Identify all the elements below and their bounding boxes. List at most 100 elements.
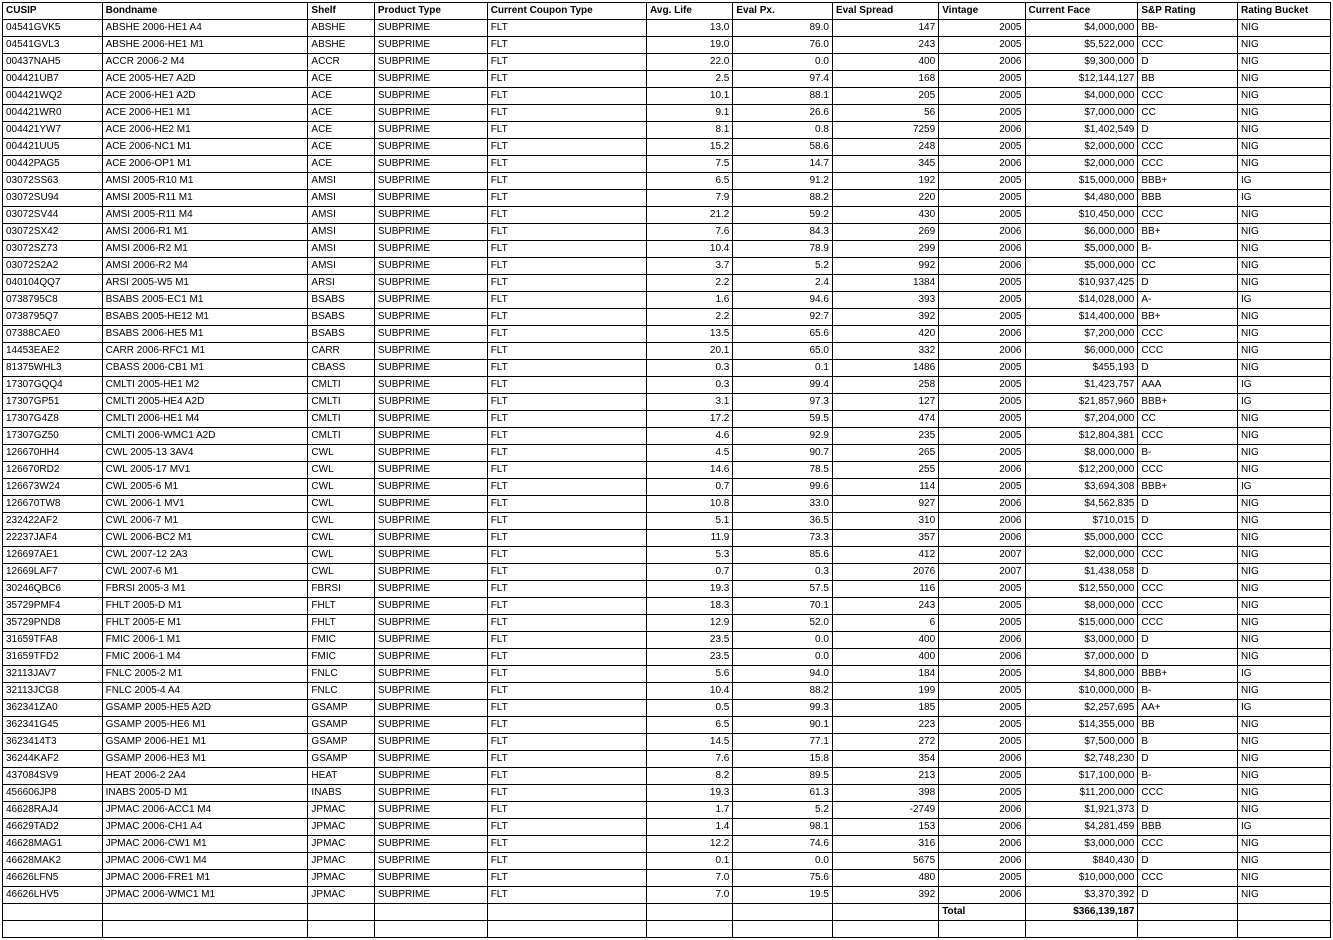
table-row: 81375WHL3CBASS 2006-CB1 M1CBASSSUBPRIMEF…	[3, 360, 1331, 377]
cell-eval_px: 0.1	[733, 360, 833, 377]
cell-current_face: $455,193	[1025, 360, 1138, 377]
cell-avg_life: 2.5	[647, 71, 733, 88]
cell-avg_life: 13.5	[647, 326, 733, 343]
cell-avg_life: 12.2	[647, 836, 733, 853]
cell-rating_bucket: NIG	[1237, 445, 1330, 462]
cell-shelf: FMIC	[308, 649, 374, 666]
cell-vintage: 2006	[939, 530, 1025, 547]
table-row: 03072SZ73AMSI 2006-R2 M1AMSISUBPRIMEFLT1…	[3, 241, 1331, 258]
cell-shelf: CBASS	[308, 360, 374, 377]
cell-eval_spread: 1384	[832, 275, 938, 292]
cell-vintage: 2006	[939, 751, 1025, 768]
cell-eval_spread: 310	[832, 513, 938, 530]
cell-shelf: GSAMP	[308, 717, 374, 734]
cell-rating_bucket: NIG	[1237, 360, 1330, 377]
cell-cusip: 126697AE1	[3, 547, 103, 564]
cell-eval_px: 91.2	[733, 173, 833, 190]
table-row: 30246QBC6FBRSI 2005-3 M1FBRSISUBPRIMEFLT…	[3, 581, 1331, 598]
cell-sp_rating: AAA	[1138, 377, 1238, 394]
cell-avg_life: 13.0	[647, 20, 733, 37]
cell-coupon_type: FLT	[487, 71, 646, 88]
cell-rating_bucket: IG	[1237, 292, 1330, 309]
cell-shelf: CARR	[308, 343, 374, 360]
table-row: 3623414T3GSAMP 2006-HE1 M1GSAMPSUBPRIMEF…	[3, 734, 1331, 751]
table-row: 362341ZA0GSAMP 2005-HE5 A2DGSAMPSUBPRIME…	[3, 700, 1331, 717]
empty-cell	[308, 904, 374, 921]
cell-vintage: 2005	[939, 717, 1025, 734]
cell-vintage: 2005	[939, 88, 1025, 105]
cell-eval_px: 65.0	[733, 343, 833, 360]
cell-coupon_type: FLT	[487, 241, 646, 258]
cell-cusip: 36244KAF2	[3, 751, 103, 768]
cell-eval_px: 61.3	[733, 785, 833, 802]
table-row: 126697AE1CWL 2007-12 2A3CWLSUBPRIMEFLT5.…	[3, 547, 1331, 564]
cell-product_type: SUBPRIME	[374, 377, 487, 394]
cell-eval_spread: 243	[832, 37, 938, 54]
cell-product_type: SUBPRIME	[374, 598, 487, 615]
cell-current_face: $3,000,000	[1025, 836, 1138, 853]
table-row: 07388CAE0BSABS 2006-HE5 M1BSABSSUBPRIMEF…	[3, 326, 1331, 343]
cell-rating_bucket: NIG	[1237, 581, 1330, 598]
cell-eval_px: 5.2	[733, 802, 833, 819]
cell-coupon_type: FLT	[487, 37, 646, 54]
cell-rating_bucket: NIG	[1237, 462, 1330, 479]
cell-rating_bucket: NIG	[1237, 751, 1330, 768]
empty-cell	[733, 921, 833, 938]
cell-coupon_type: FLT	[487, 20, 646, 37]
cell-eval_spread: 332	[832, 343, 938, 360]
table-row: 456606JP8INABS 2005-D M1INABSSUBPRIMEFLT…	[3, 785, 1331, 802]
cell-bondname: AMSI 2005-R11 M1	[102, 190, 308, 207]
cell-coupon_type: FLT	[487, 496, 646, 513]
cell-rating_bucket: NIG	[1237, 326, 1330, 343]
cell-coupon_type: FLT	[487, 581, 646, 598]
cell-product_type: SUBPRIME	[374, 88, 487, 105]
cell-vintage: 2005	[939, 71, 1025, 88]
cell-current_face: $7,200,000	[1025, 326, 1138, 343]
cell-rating_bucket: NIG	[1237, 122, 1330, 139]
cell-current_face: $12,200,000	[1025, 462, 1138, 479]
cell-current_face: $4,800,000	[1025, 666, 1138, 683]
table-row: 126673W24CWL 2005-6 M1CWLSUBPRIMEFLT0.79…	[3, 479, 1331, 496]
cell-current_face: $2,000,000	[1025, 139, 1138, 156]
cell-vintage: 2005	[939, 173, 1025, 190]
cell-eval_spread: 400	[832, 649, 938, 666]
cell-bondname: FBRSI 2005-3 M1	[102, 581, 308, 598]
cell-rating_bucket: NIG	[1237, 343, 1330, 360]
cell-cusip: 46626LHV5	[3, 887, 103, 904]
cell-current_face: $3,370,392	[1025, 887, 1138, 904]
cell-vintage: 2005	[939, 377, 1025, 394]
cell-product_type: SUBPRIME	[374, 819, 487, 836]
table-row: 46628MAK2JPMAC 2006-CW1 M4JPMACSUBPRIMEF…	[3, 853, 1331, 870]
cell-cusip: 35729PND8	[3, 615, 103, 632]
cell-rating_bucket: NIG	[1237, 734, 1330, 751]
col-header-coupon_type: Current Coupon Type	[487, 3, 646, 20]
cell-cusip: 46626LFN5	[3, 870, 103, 887]
table-row: 362341G45GSAMP 2005-HE6 M1GSAMPSUBPRIMEF…	[3, 717, 1331, 734]
cell-rating_bucket: NIG	[1237, 870, 1330, 887]
cell-sp_rating: CCC	[1138, 547, 1238, 564]
cell-current_face: $840,430	[1025, 853, 1138, 870]
cell-rating_bucket: IG	[1237, 700, 1330, 717]
cell-current_face: $5,522,000	[1025, 37, 1138, 54]
table-row: 32113JCG8FNLC 2005-4 A4FNLCSUBPRIMEFLT10…	[3, 683, 1331, 700]
cell-rating_bucket: NIG	[1237, 54, 1330, 71]
cell-coupon_type: FLT	[487, 615, 646, 632]
cell-bondname: JPMAC 2006-ACC1 M4	[102, 802, 308, 819]
cell-vintage: 2006	[939, 224, 1025, 241]
total-value: $366,139,187	[1025, 904, 1138, 921]
cell-rating_bucket: NIG	[1237, 258, 1330, 275]
cell-current_face: $4,480,000	[1025, 190, 1138, 207]
cell-product_type: SUBPRIME	[374, 394, 487, 411]
table-row: 46628MAG1JPMAC 2006-CW1 M1JPMACSUBPRIMEF…	[3, 836, 1331, 853]
cell-coupon_type: FLT	[487, 122, 646, 139]
cell-avg_life: 5.6	[647, 666, 733, 683]
cell-coupon_type: FLT	[487, 292, 646, 309]
cell-eval_px: 94.6	[733, 292, 833, 309]
cell-shelf: ACCR	[308, 54, 374, 71]
cell-sp_rating: BBB	[1138, 190, 1238, 207]
cell-rating_bucket: NIG	[1237, 802, 1330, 819]
cell-rating_bucket: NIG	[1237, 530, 1330, 547]
table-row: 126670TW8CWL 2006-1 MV1CWLSUBPRIMEFLT10.…	[3, 496, 1331, 513]
table-row: 22237JAF4CWL 2006-BC2 M1CWLSUBPRIMEFLT11…	[3, 530, 1331, 547]
cell-avg_life: 7.9	[647, 190, 733, 207]
